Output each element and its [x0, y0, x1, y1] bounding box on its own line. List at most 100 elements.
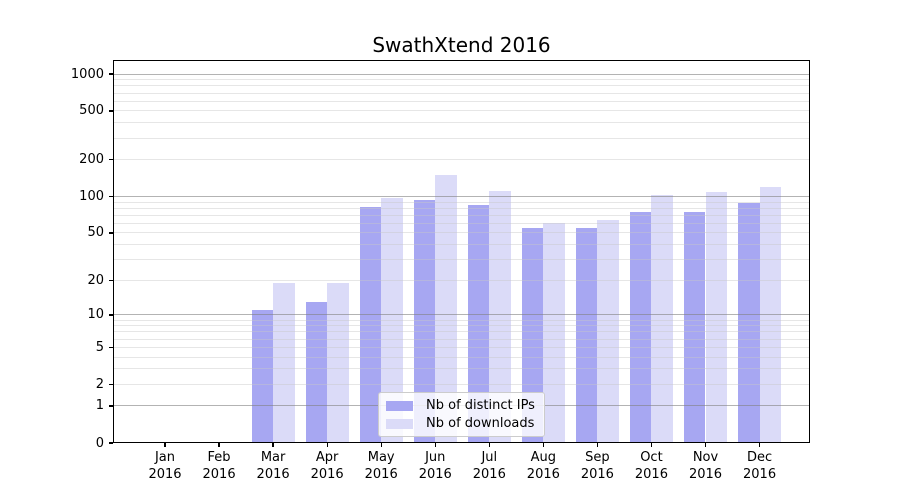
gridline-minor: [113, 100, 810, 102]
gridline-minor: [113, 201, 810, 203]
x-tick-label: Apr 2016: [297, 450, 357, 483]
x-tick-label-line: Oct: [640, 450, 663, 465]
gridline-minor: [113, 159, 810, 161]
x-tick-label-line: 2016: [202, 466, 236, 482]
y-tick: [109, 195, 113, 198]
x-tick-label: Jun 2016: [405, 450, 465, 483]
bar-downloads: [651, 195, 674, 443]
bar-downloads: [273, 283, 295, 443]
x-tick: [272, 443, 274, 447]
x-tick: [164, 443, 166, 447]
x-tick: [218, 443, 220, 447]
y-tick-label: 1: [95, 398, 104, 414]
gridline-minor: [113, 346, 810, 348]
gridline-minor: [113, 92, 810, 94]
y-tick: [109, 159, 113, 161]
y-tick-label: 2: [95, 376, 104, 392]
bar-downloads: [327, 283, 349, 443]
x-tick-label-line: Jul: [481, 450, 498, 465]
bar-downloads: [381, 197, 403, 443]
x-tick-label-line: 2016: [743, 466, 777, 482]
bar-distinct-ips: [629, 211, 652, 443]
legend: Nb of distinct IPs Nb of downloads: [378, 392, 545, 437]
x-tick-label-line: 2016: [148, 466, 182, 482]
x-tick: [542, 443, 544, 447]
gridline-major: [113, 196, 810, 197]
x-tick-label-line: 2016: [688, 466, 723, 482]
bar-distinct-ips: [413, 199, 436, 443]
gridline-minor: [113, 137, 810, 139]
x-tick-label-line: May: [367, 450, 395, 465]
x-tick-label: Oct 2016: [621, 450, 681, 483]
x-tick: [596, 443, 599, 447]
gridline-minor: [113, 122, 810, 124]
y-tick-label: 50: [87, 225, 104, 241]
x-tick-label-line: 2016: [418, 466, 452, 482]
gridline-minor: [113, 368, 810, 370]
bar-distinct-ips: [683, 211, 706, 443]
x-tick-label-line: Sep: [585, 450, 610, 465]
gridline-minor: [113, 279, 810, 281]
gridline-minor: [113, 244, 810, 246]
x-tick-label-line: 2016: [256, 466, 290, 482]
x-tick: [380, 443, 382, 447]
x-tick: [650, 443, 653, 447]
x-tick-label-line: Dec: [746, 450, 773, 465]
x-tick: [704, 443, 707, 447]
x-tick-label-line: 2016: [634, 466, 668, 482]
x-tick: [758, 443, 761, 447]
y-tick-label: 500: [79, 103, 104, 119]
x-tick: [488, 443, 490, 447]
bar-downloads: [543, 222, 565, 443]
legend-swatch-downloads: [386, 418, 413, 429]
x-tick-label: Dec 2016: [730, 450, 790, 483]
gridline-minor: [113, 319, 810, 321]
legend-label-distinct-ips: Nb of distinct IPs: [426, 398, 535, 413]
gridline-minor: [113, 338, 810, 340]
gridline-major: [113, 314, 810, 316]
y-tick: [109, 232, 113, 234]
x-tick-label: Feb 2016: [189, 450, 249, 483]
gridline-minor: [113, 214, 810, 216]
gridline-minor: [113, 356, 810, 358]
legend-swatch-distinct-ips: [386, 401, 413, 412]
y-tick-label: 10: [87, 307, 104, 323]
x-tick-label: Mar 2016: [243, 450, 303, 483]
gridline-minor: [113, 222, 810, 224]
y-tick-label: 20: [87, 272, 104, 288]
bar-distinct-ips: [251, 310, 274, 443]
y-tick: [109, 346, 113, 348]
y-tick: [109, 279, 113, 282]
x-tick: [326, 443, 328, 447]
x-tick-label-line: Apr: [315, 450, 339, 465]
y-tick-label: 1000: [70, 66, 104, 82]
x-tick-label-line: Feb: [207, 450, 231, 465]
gridline-minor: [113, 259, 810, 261]
bar-distinct-ips: [467, 205, 490, 443]
y-tick-label: 100: [79, 189, 104, 204]
gridline-minor: [113, 85, 810, 87]
x-tick-label-line: 2016: [472, 466, 506, 482]
bar-downloads: [597, 220, 619, 443]
x-tick-label-line: 2016: [580, 466, 614, 482]
y-tick-label: 200: [79, 152, 104, 168]
gridline-minor: [113, 383, 810, 385]
y-tick-label: 5: [95, 339, 104, 355]
bar-downloads: [435, 175, 457, 443]
plot-area: [113, 60, 810, 443]
legend-item-downloads: Nb of downloads: [386, 416, 536, 433]
x-tick-label-line: 2016: [310, 466, 344, 482]
x-tick-label-line: Jan: [154, 450, 176, 465]
gridline-major: [113, 73, 810, 75]
gridline-minor: [113, 331, 810, 333]
chart-title: SwathXtend 2016: [372, 33, 551, 57]
x-tick: [434, 443, 436, 447]
x-tick-label-line: 2016: [364, 466, 398, 482]
x-tick-label: Aug 2016: [513, 450, 573, 483]
x-tick-label: Jul 2016: [459, 450, 519, 483]
bar-distinct-ips: [737, 203, 760, 443]
bar-distinct-ips: [305, 302, 328, 443]
y-tick: [109, 73, 113, 75]
legend-label-downloads: Nb of downloads: [426, 415, 535, 431]
